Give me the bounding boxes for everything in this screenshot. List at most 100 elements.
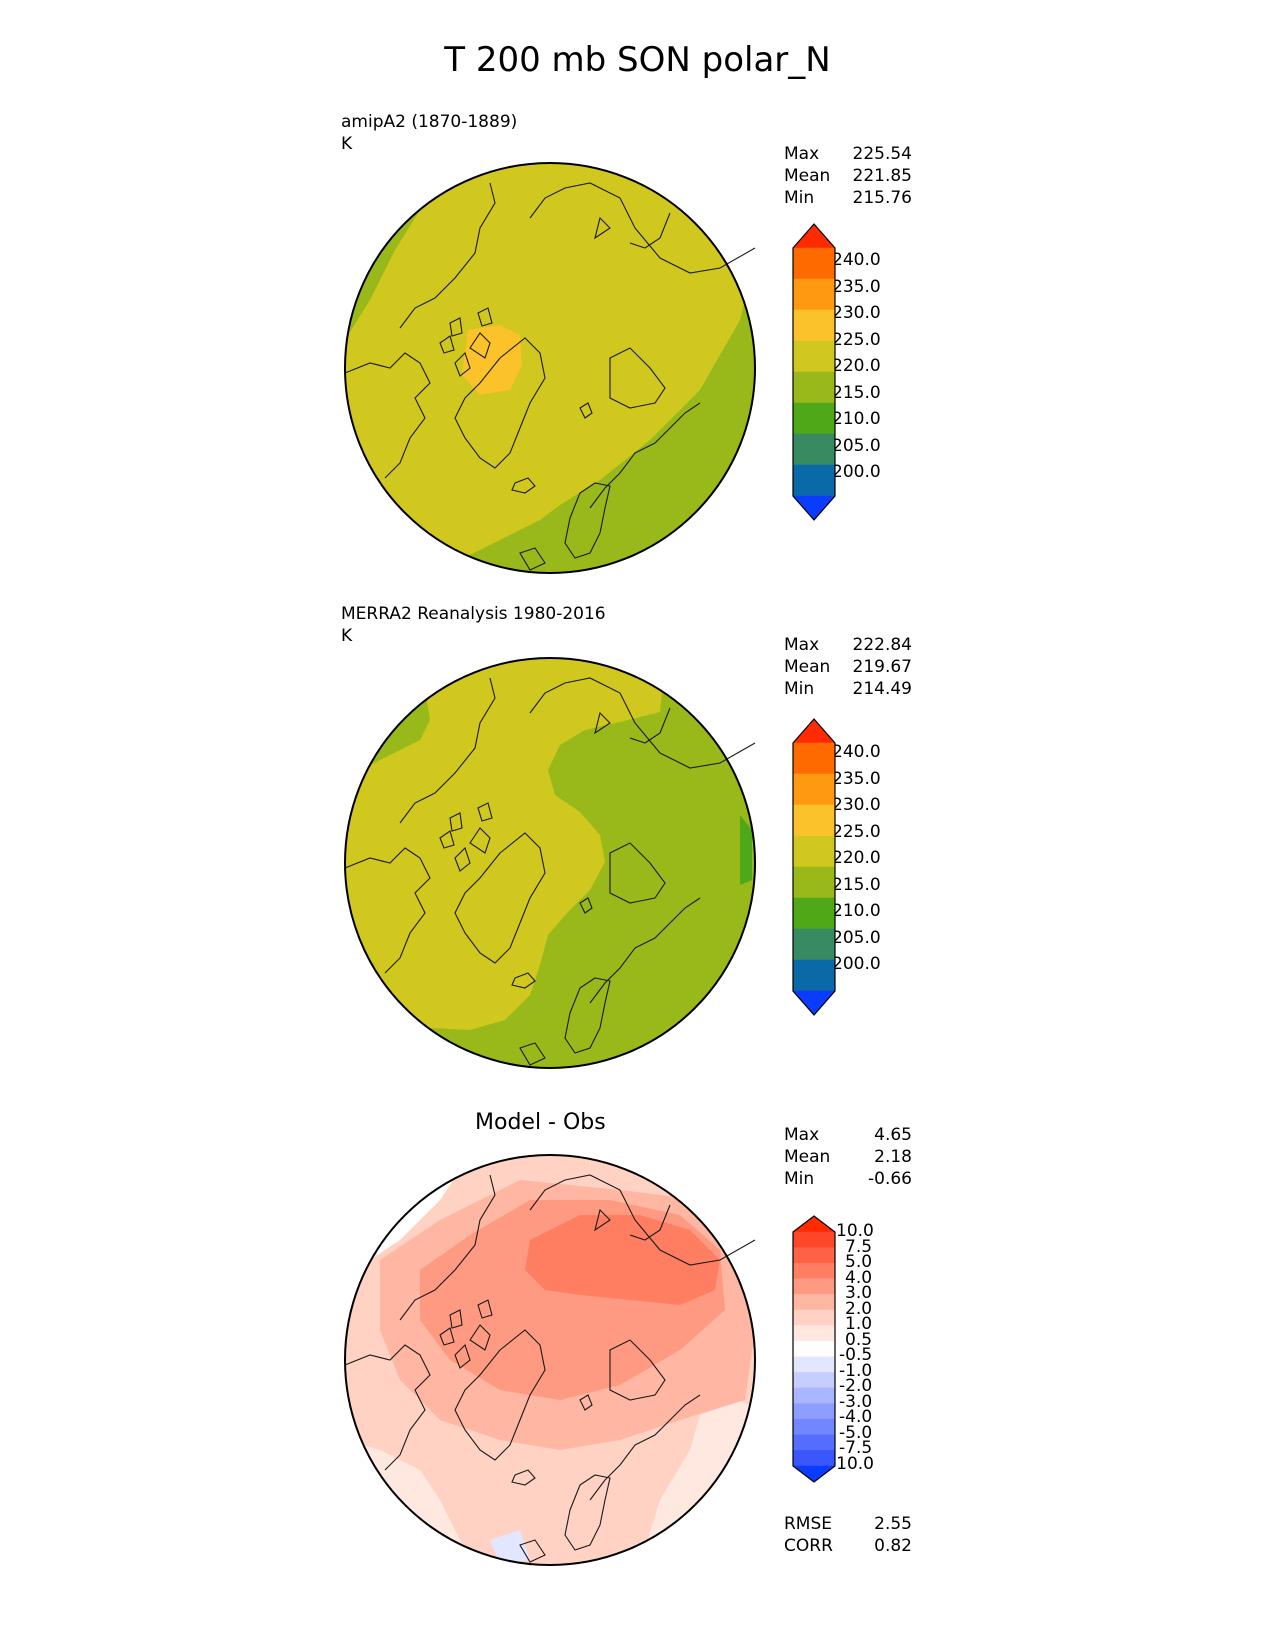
colorbar2 bbox=[792, 718, 836, 1016]
panel2-map bbox=[344, 657, 756, 1069]
panel3-stat-min: Min -0.66 bbox=[784, 1169, 912, 1189]
colorbar1-tick: 205.0 bbox=[832, 435, 881, 456]
panel2-obs-name: MERRA2 Reanalysis 1980-2016 bbox=[341, 604, 606, 624]
colorbar3-segment bbox=[792, 1387, 836, 1404]
colorbar3-segment bbox=[792, 1340, 836, 1358]
colorbar2-tick: 240.0 bbox=[832, 742, 881, 762]
colorbar1-segment bbox=[792, 223, 836, 249]
colorbar2-segment bbox=[792, 928, 836, 961]
colorbar1-outline bbox=[792, 223, 836, 521]
colorbar1-tick: 240.0 bbox=[832, 250, 881, 270]
colorbar3-tick: -3.0 bbox=[839, 1391, 873, 1412]
colorbar2-segment bbox=[792, 990, 836, 1016]
colorbar2-segment bbox=[792, 897, 836, 930]
colorbar3-segment bbox=[792, 1231, 836, 1248]
colorbar2-tick: 230.0 bbox=[832, 795, 881, 815]
corr-metric: CORR 0.82 bbox=[784, 1536, 912, 1556]
colorbar3-tick: -2.0 bbox=[839, 1376, 873, 1396]
colorbar3-segment bbox=[792, 1434, 836, 1451]
colorbar3-segment bbox=[792, 1325, 836, 1342]
colorbar1-segment bbox=[792, 495, 836, 521]
colorbar3-tick: -1.0 bbox=[839, 1360, 873, 1381]
colorbar1-segment bbox=[792, 371, 836, 404]
colorbar2-tick: 205.0 bbox=[832, 927, 881, 948]
colorbar1-tick: 230.0 bbox=[832, 303, 881, 323]
colorbar3-tick: 10.0 bbox=[836, 1221, 874, 1241]
colorbar2-outline bbox=[792, 718, 836, 1016]
panel3-metrics: RMSE 2.55 CORR 0.82 bbox=[784, 1513, 912, 1557]
panel1-stat-min: Min 215.76 bbox=[784, 188, 912, 208]
panel2-stats: Max 222.84 Mean 219.67 Min 214.49 bbox=[784, 634, 912, 700]
diff-panel-title: Model - Obs bbox=[475, 1110, 606, 1135]
colorbar3-tick: -0.5 bbox=[839, 1345, 873, 1365]
colorbar3-tick: -10.0 bbox=[830, 1453, 874, 1474]
panel2-stat-max: Max 222.84 bbox=[784, 635, 912, 655]
colorbar3-segment bbox=[792, 1418, 836, 1436]
panel1-map bbox=[344, 162, 756, 574]
colorbar3-segment bbox=[792, 1262, 836, 1280]
colorbar2-segment bbox=[792, 742, 836, 775]
colorbar2-segment bbox=[792, 835, 836, 868]
colorbar3-segment bbox=[792, 1372, 836, 1389]
colorbar3-tick: 0.5 bbox=[845, 1329, 873, 1350]
colorbar1-segment bbox=[792, 340, 836, 373]
colorbar3-segment bbox=[792, 1403, 836, 1420]
colorbar2-segment bbox=[792, 804, 836, 837]
colorbar2-tick: 225.0 bbox=[832, 821, 881, 842]
colorbar3-tick: 5.0 bbox=[845, 1252, 873, 1272]
panel3-stat-mean: Mean 2.18 bbox=[784, 1147, 912, 1167]
colorbar3-segment bbox=[792, 1247, 836, 1264]
colorbar3-tick: -7.5 bbox=[839, 1438, 873, 1458]
colorbar3 bbox=[792, 1215, 836, 1483]
colorbar2-segment bbox=[792, 773, 836, 806]
panel2-units: K bbox=[341, 626, 353, 646]
colorbar3-segment bbox=[792, 1278, 836, 1295]
colorbar2-segment bbox=[792, 718, 836, 744]
colorbar2-tick: 215.0 bbox=[832, 874, 881, 895]
panel3-map bbox=[344, 1154, 756, 1566]
colorbar1-tick: 225.0 bbox=[832, 329, 881, 350]
colorbar3-tick: 2.0 bbox=[845, 1298, 873, 1319]
colorbar1-tick: 200.0 bbox=[832, 462, 881, 482]
colorbar1-tick: 220.0 bbox=[832, 356, 881, 376]
colorbar1-tick: 215.0 bbox=[832, 382, 881, 403]
colorbar1-tick: 210.0 bbox=[832, 409, 881, 429]
main-title: T 200 mb SON polar_N bbox=[444, 40, 831, 80]
colorbar3-segment bbox=[792, 1309, 836, 1326]
rmse-metric: RMSE 2.55 bbox=[784, 1514, 912, 1534]
panel1-label: amipA2 (1870-1889) K bbox=[341, 111, 517, 155]
panel2-label: MERRA2 Reanalysis 1980-2016 K bbox=[341, 603, 606, 647]
colorbar1-segment bbox=[792, 309, 836, 342]
panel3-stats: Max 4.65 Mean 2.18 Min -0.66 bbox=[784, 1124, 912, 1190]
colorbar1-tick: 235.0 bbox=[832, 276, 881, 297]
colorbar3-tick: -5.0 bbox=[839, 1422, 873, 1443]
colorbar2-segment bbox=[792, 866, 836, 899]
panel1-stat-max: Max 225.54 bbox=[784, 144, 912, 164]
panel1-stat-mean: Mean 221.85 bbox=[784, 166, 912, 186]
panel1-units: K bbox=[341, 134, 353, 154]
colorbar2-tick: 220.0 bbox=[832, 848, 881, 868]
colorbar2-tick: 235.0 bbox=[832, 768, 881, 789]
colorbar3-tick: 7.5 bbox=[845, 1236, 873, 1257]
colorbar3-tick: 3.0 bbox=[845, 1283, 873, 1303]
colorbar1-segment bbox=[792, 464, 836, 497]
colorbar1-segment bbox=[792, 278, 836, 311]
colorbar3-tick: 1.0 bbox=[845, 1314, 873, 1334]
panel1-stats: Max 225.54 Mean 221.85 Min 215.76 bbox=[784, 143, 912, 209]
panel3-stat-max: Max 4.65 bbox=[784, 1125, 912, 1145]
colorbar1 bbox=[792, 223, 836, 521]
colorbar3-tick: -4.0 bbox=[839, 1407, 873, 1427]
colorbar2-tick: 210.0 bbox=[832, 901, 881, 921]
colorbar3-segment bbox=[792, 1215, 836, 1233]
colorbar3-tick: 4.0 bbox=[845, 1267, 873, 1288]
colorbar1-segment bbox=[792, 402, 836, 435]
colorbar3-segment bbox=[792, 1294, 836, 1311]
colorbar1-segment bbox=[792, 433, 836, 466]
panel1-model-name: amipA2 (1870-1889) bbox=[341, 112, 518, 132]
colorbar3-outline bbox=[792, 1215, 836, 1483]
colorbar3-segment bbox=[792, 1450, 836, 1467]
panel2-stat-min: Min 214.49 bbox=[784, 679, 912, 699]
colorbar1-segment bbox=[792, 247, 836, 280]
colorbar2-segment bbox=[792, 959, 836, 992]
